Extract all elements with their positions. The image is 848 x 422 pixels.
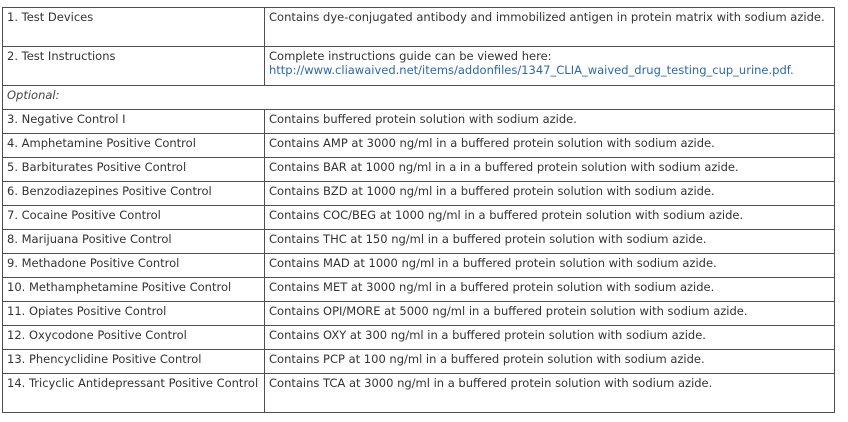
table-row: 4. Amphetamine Positive Control Contains… (2, 133, 835, 158)
item-cell: 13. Phencyclidine Positive Control (2, 349, 265, 374)
table-row: 10. Methamphetamine Positive Control Con… (2, 277, 835, 302)
description-cell: Contains AMP at 3000 ng/ml in a buffered… (264, 133, 835, 158)
table-row: 9. Methadone Positive Control Contains M… (2, 253, 835, 278)
item-cell: 1. Test Devices (2, 7, 265, 47)
materials-table: 1. Test Devices Contains dye-conjugated … (2, 7, 835, 413)
description-cell: Contains THC at 150 ng/ml in a buffered … (264, 229, 835, 254)
item-cell: 7. Cocaine Positive Control (2, 205, 265, 230)
table-row: 1. Test Devices Contains dye-conjugated … (2, 7, 835, 47)
item-cell: 9. Methadone Positive Control (2, 253, 265, 278)
item-cell: 5. Barbiturates Positive Control (2, 157, 265, 182)
table-row: 13. Phencyclidine Positive Control Conta… (2, 349, 835, 374)
item-cell: 11. Opiates Positive Control (2, 301, 265, 326)
description-cell: Contains buffered protein solution with … (264, 109, 835, 134)
description-cell: Contains COC/BEG at 1000 ng/ml in a buff… (264, 205, 835, 230)
section-heading: Optional: (2, 85, 835, 110)
table-row: 2. Test Instructions Complete instructio… (2, 46, 835, 86)
description-cell: Contains MAD at 1000 ng/ml in a buffered… (264, 253, 835, 278)
table-row: 3. Negative Control I Contains buffered … (2, 109, 835, 134)
description-cell: Contains OPI/MORE at 5000 ng/ml in a buf… (264, 301, 835, 326)
section-row: Optional: (2, 85, 835, 110)
description-cell: Contains OXY at 300 ng/ml in a buffered … (264, 325, 835, 350)
description-cell: Contains BAR at 1000 ng/ml in a in a buf… (264, 157, 835, 182)
instructions-link[interactable]: http://www.cliawaived.net/items/addonfil… (269, 63, 794, 77)
item-cell: 6. Benzodiazepines Positive Control (2, 181, 265, 206)
table-row: 12. Oxycodone Positive Control Contains … (2, 325, 835, 350)
table-row: 6. Benzodiazepines Positive Control Cont… (2, 181, 835, 206)
description-cell: Contains TCA at 3000 ng/ml in a buffered… (264, 373, 835, 413)
item-cell: 10. Methamphetamine Positive Control (2, 277, 265, 302)
description-cell: Complete instructions guide can be viewe… (264, 46, 835, 86)
table-row: 8. Marijuana Positive Control Contains T… (2, 229, 835, 254)
item-cell: 12. Oxycodone Positive Control (2, 325, 265, 350)
item-cell: 3. Negative Control I (2, 109, 265, 134)
description-cell: Contains BZD at 1000 ng/ml in a buffered… (264, 181, 835, 206)
item-cell: 8. Marijuana Positive Control (2, 229, 265, 254)
instructions-text: Complete instructions guide can be viewe… (269, 49, 552, 63)
table-row: 14. Tricyclic Antidepressant Positive Co… (2, 373, 835, 413)
table-row: 7. Cocaine Positive Control Contains COC… (2, 205, 835, 230)
table-row: 11. Opiates Positive Control Contains OP… (2, 301, 835, 326)
table-row: 5. Barbiturates Positive Control Contain… (2, 157, 835, 182)
item-cell: 2. Test Instructions (2, 46, 265, 86)
description-cell: Contains dye-conjugated antibody and imm… (264, 7, 835, 47)
description-cell: Contains PCP at 100 ng/ml in a buffered … (264, 349, 835, 374)
description-cell: Contains MET at 3000 ng/ml in a buffered… (264, 277, 835, 302)
item-cell: 4. Amphetamine Positive Control (2, 133, 265, 158)
item-cell: 14. Tricyclic Antidepressant Positive Co… (2, 373, 265, 413)
